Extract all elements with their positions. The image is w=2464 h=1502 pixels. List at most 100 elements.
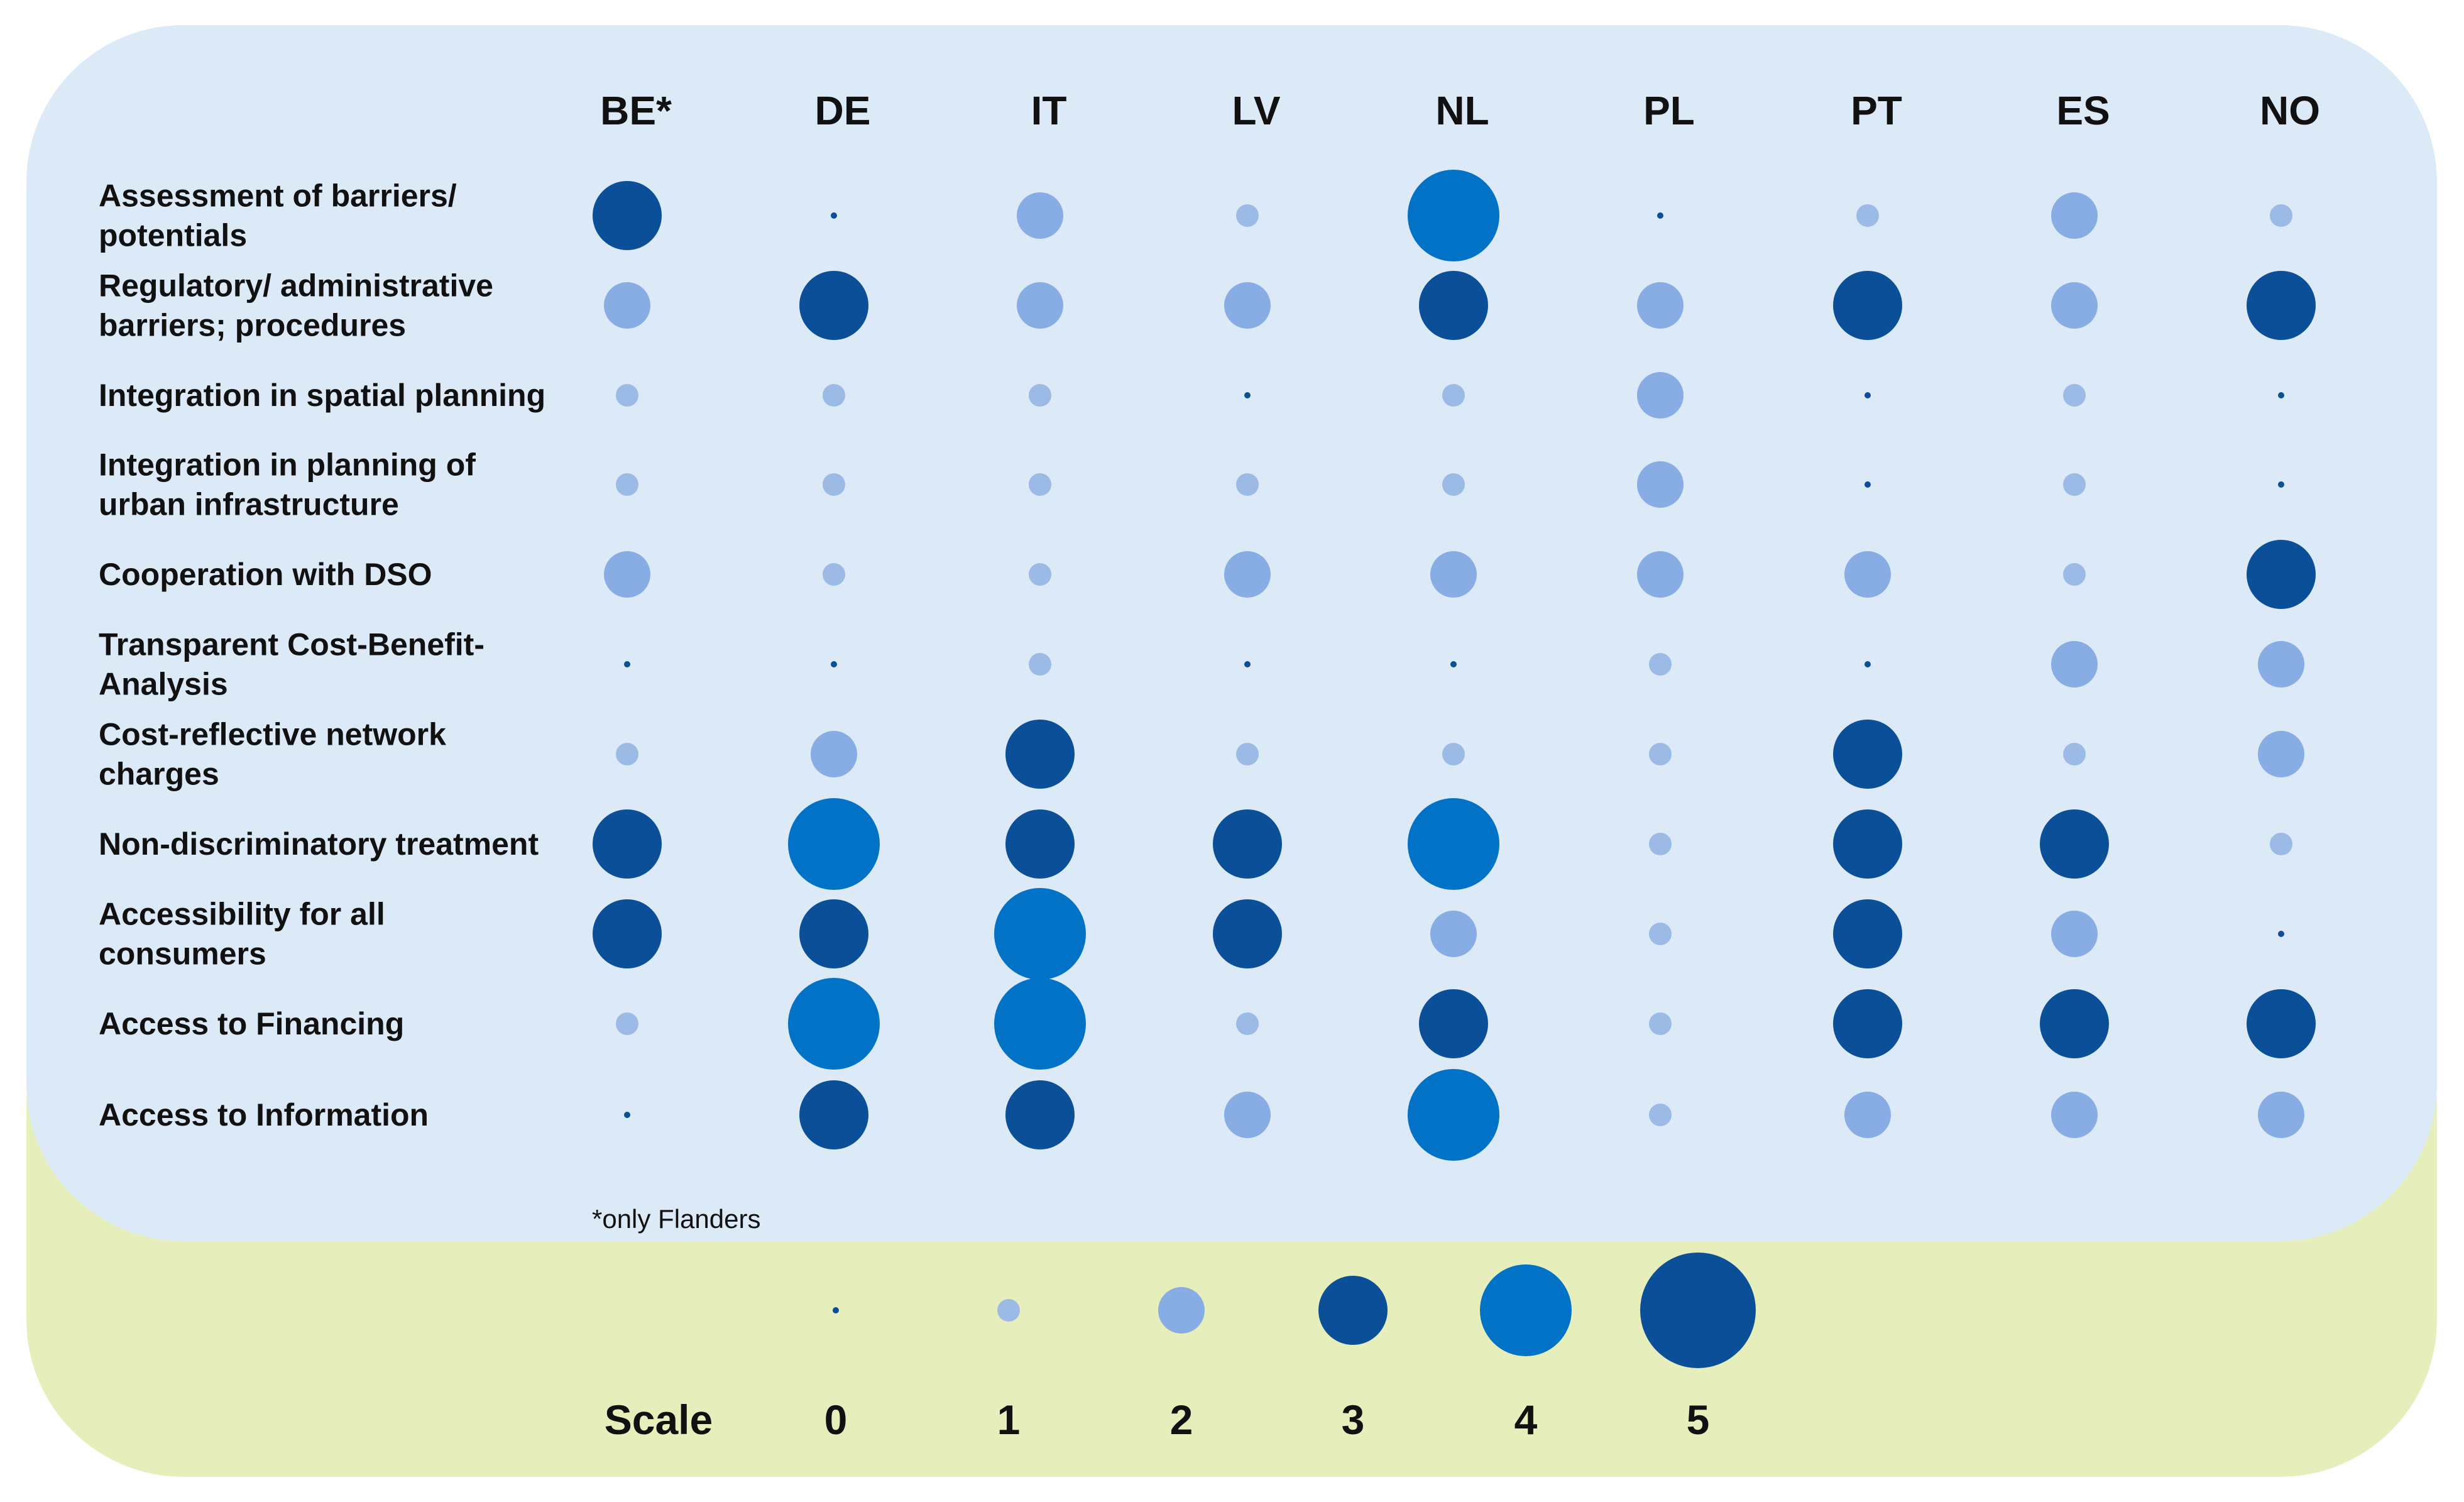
row-labels: Assessment of barriers/potentials Regulat… [99, 178, 545, 1133]
bubble-de-row-8 [799, 899, 868, 968]
row-label-line: Non-discriminatory treatment [99, 826, 539, 862]
bubble-nl-row-1 [1419, 271, 1488, 340]
bubble-be-row-0 [593, 181, 662, 250]
scale-bubble-4 [1480, 1264, 1572, 1356]
bubble-lv-row-9 [1236, 1012, 1259, 1035]
column-header-de: DE [815, 88, 871, 133]
bubble-no-row-0 [2270, 204, 2292, 227]
bubble-pl-row-8 [1649, 923, 1672, 945]
row-label-line: Access to Financing [99, 1006, 404, 1041]
bubble-es-row-3 [2063, 473, 2086, 496]
row-label-line: Transparent Cost-Benefit- [99, 627, 485, 662]
bubble-pt-row-10 [1844, 1092, 1891, 1138]
row-label-0: Assessment of barriers/potentials [99, 178, 457, 253]
bubble-pl-row-6 [1649, 743, 1672, 765]
bubble-it-row-3 [1029, 473, 1051, 496]
bubble-pt-row-4 [1844, 551, 1891, 598]
bubble-lv-row-8 [1213, 899, 1282, 968]
bubble-de-row-5 [831, 661, 837, 667]
scale-bubble-2 [1158, 1287, 1205, 1334]
scale-value-5: 5 [1687, 1396, 1710, 1443]
row-label-2: Integration in spatial planning [99, 378, 545, 413]
bubble-pl-row-1 [1637, 282, 1684, 329]
scale-legend: Scale 0 1 2 3 4 5 [605, 1253, 1756, 1443]
row-label-line: Integration in planning of [99, 447, 476, 483]
row-label-3: Integration in planning of urban infrastr… [99, 447, 476, 522]
bubble-es-row-8 [2051, 911, 2098, 957]
scale-value-2: 2 [1170, 1396, 1193, 1443]
bubble-no-row-2 [2278, 392, 2284, 398]
column-header-it: IT [1031, 88, 1067, 133]
bubble-pl-row-7 [1649, 833, 1672, 855]
bubble-es-row-1 [2051, 282, 2098, 329]
row-label-8: Accessibility for all consumers [99, 897, 385, 972]
scale-bubble-0 [833, 1307, 839, 1313]
bubble-be-row-6 [616, 743, 638, 765]
bubble-pt-row-1 [1833, 271, 1902, 340]
row-label-6: Cost-reflective network charges [99, 717, 446, 792]
bubble-nl-row-10 [1408, 1069, 1499, 1161]
bubble-de-row-7 [788, 798, 880, 890]
bubble-it-row-7 [1005, 809, 1075, 879]
bubble-lv-row-2 [1244, 392, 1251, 398]
scale-value-3: 3 [1342, 1396, 1365, 1443]
bubble-it-row-5 [1029, 653, 1051, 676]
footnote: *only Flanders [592, 1204, 760, 1234]
bubble-nl-row-7 [1408, 798, 1499, 890]
bubble-de-row-4 [823, 563, 845, 586]
row-label-7: Non-discriminatory treatment [99, 826, 539, 862]
bubble-it-row-6 [1005, 720, 1075, 789]
bubble-de-row-0 [831, 212, 837, 219]
row-label-line: Accessibility for all [99, 897, 385, 932]
bubble-it-row-0 [1017, 192, 1063, 239]
bubble-de-row-1 [799, 271, 868, 340]
bubble-de-row-3 [823, 473, 845, 496]
bubble-pt-row-2 [1864, 392, 1871, 398]
bubble-es-row-0 [2051, 192, 2098, 239]
row-label-line: Regulatory/ administrative [99, 268, 493, 304]
bubble-be-row-10 [624, 1112, 630, 1118]
bubble-lv-row-4 [1224, 551, 1271, 598]
bubble-be-row-5 [624, 661, 630, 667]
scale-bubble-5 [1640, 1253, 1756, 1368]
row-label-line: barriers; procedures [99, 308, 406, 343]
bubble-pt-row-8 [1833, 899, 1902, 968]
bubble-no-row-7 [2270, 833, 2292, 855]
bubble-pl-row-4 [1637, 551, 1684, 598]
row-label-line: Cooperation with DSO [99, 557, 432, 592]
column-header-lv: LV [1232, 88, 1280, 133]
bubble-be-row-7 [593, 809, 662, 879]
column-header-be: BE* [600, 88, 672, 133]
row-label-line: urban infrastructure [99, 487, 399, 522]
bubble-pl-row-2 [1637, 372, 1684, 419]
row-label-line: Cost-reflective network [99, 717, 446, 752]
column-headers: BE* DE IT LV NL PL PT ES NO [600, 88, 2320, 133]
bubble-nl-row-4 [1430, 551, 1477, 598]
bubble-nl-row-3 [1442, 473, 1465, 496]
bubble-es-row-2 [2063, 384, 2086, 407]
scale-bubble-3 [1318, 1276, 1388, 1345]
bubble-pl-row-5 [1649, 653, 1672, 676]
bubble-pl-row-9 [1649, 1012, 1672, 1035]
bubble-it-row-2 [1029, 384, 1051, 407]
bubble-pt-row-5 [1864, 661, 1871, 667]
bubble-nl-row-0 [1408, 170, 1499, 261]
bubble-pt-row-7 [1833, 809, 1902, 879]
bubble-es-row-5 [2051, 641, 2098, 688]
bubble-pl-row-10 [1649, 1104, 1672, 1126]
bubble-es-row-6 [2063, 743, 2086, 765]
bubble-nl-row-9 [1419, 989, 1488, 1058]
column-header-no: NO [2260, 88, 2320, 133]
scale-bubble-1 [997, 1299, 1020, 1322]
column-header-pt: PT [1851, 88, 1902, 133]
bubble-no-row-1 [2247, 271, 2316, 340]
bubble-no-row-9 [2247, 989, 2316, 1058]
bubble-pt-row-3 [1864, 481, 1871, 488]
bubble-be-row-8 [593, 899, 662, 968]
row-label-1: Regulatory/ administrative barriers; proc… [99, 268, 493, 343]
bubble-pt-row-6 [1833, 720, 1902, 789]
row-label-line: Access to Information [99, 1097, 429, 1132]
bubble-de-row-6 [811, 731, 857, 777]
row-label-4: Cooperation with DSO [99, 557, 432, 592]
bubble-de-row-10 [799, 1080, 868, 1149]
